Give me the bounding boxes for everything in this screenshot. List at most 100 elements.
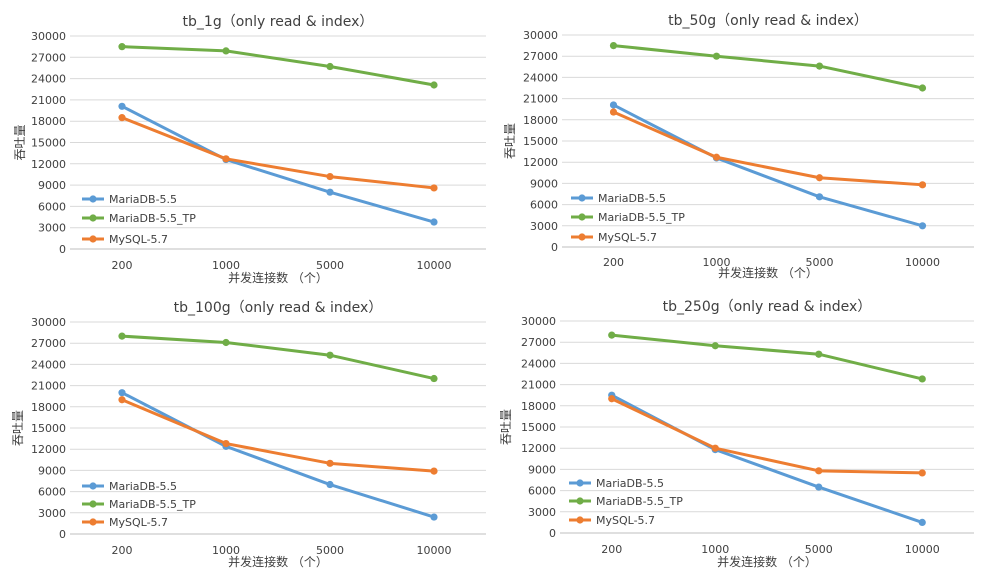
tb-50g-legend-label: MariaDB-5.5 xyxy=(598,192,666,205)
tb-250g-legend-label: MariaDB-5.5 xyxy=(596,477,664,490)
tb-100g-x-tick-label: 200 xyxy=(112,544,133,557)
tb-100g-y-tick-label: 27000 xyxy=(31,337,66,350)
tb-250g-legend-marker xyxy=(576,516,584,524)
tb-50g-y-tick-label: 15000 xyxy=(523,135,558,148)
tb-250g-y-tick-label: 3000 xyxy=(528,506,556,519)
tb-100g-y-tick-label: 18000 xyxy=(31,401,66,414)
tb-250g-data-point xyxy=(608,395,616,403)
tb-100g-legend-label: MariaDB-5.5_TP xyxy=(109,498,196,511)
tb-1g-x-tick-label: 10000 xyxy=(417,259,452,272)
tb-50g-legend-marker xyxy=(578,233,586,241)
tb-100g-data-point xyxy=(326,351,334,359)
tb-250g-y-tick-label: 18000 xyxy=(521,400,556,413)
tb-1g-data-point xyxy=(118,114,126,122)
tb-100g-y-tick-label: 3000 xyxy=(38,507,66,520)
tb-1g-legend-label: MariaDB-5.5_TP xyxy=(109,212,196,225)
tb-250g-chart-title: tb_250g（only read & index） xyxy=(663,299,872,315)
tb-50g-x-tick-label: 200 xyxy=(603,256,624,269)
tb-50g-y-tick-label: 18000 xyxy=(523,114,558,127)
tb-250g-data-point xyxy=(815,350,823,358)
tb-100g-y-tick-label: 9000 xyxy=(38,464,66,477)
tb-250g-y-tick-label: 30000 xyxy=(521,315,556,328)
tb-100g-y-axis-label: 吞吐量 xyxy=(11,410,25,446)
tb-250g-y-tick-label: 12000 xyxy=(521,442,556,455)
tb-1g-data-point xyxy=(222,155,230,163)
tb-1g-chart-title: tb_1g（only read & index） xyxy=(183,14,374,30)
tb-1g-data-point xyxy=(118,43,126,51)
tb-250g-y-axis-label: 吞吐量 xyxy=(499,409,513,445)
tb-100g-y-tick-label: 0 xyxy=(59,528,66,541)
tb-100g-data-point xyxy=(326,480,334,489)
tb-1g-legend-marker xyxy=(89,235,97,243)
tb-100g-legend-marker xyxy=(89,500,97,508)
tb-250g-legend-marker xyxy=(576,479,584,487)
tb-50g-y-tick-label: 3000 xyxy=(530,220,558,233)
tb-50g-legend-label: MariaDB-5.5_TP xyxy=(598,211,685,224)
tb-1g-data-point xyxy=(430,184,438,192)
tb-100g-data-point xyxy=(430,513,438,521)
tb-50g-legend-marker xyxy=(578,213,586,221)
tb-1g-y-tick-label: 12000 xyxy=(31,158,66,171)
tb-1g-data-point xyxy=(430,218,438,226)
tb-100g-series-line xyxy=(120,391,436,519)
tb-100g-data-point xyxy=(118,396,126,404)
tb-250g-data-point xyxy=(815,483,823,491)
tb-50g-data-point xyxy=(609,101,618,109)
tb-1g-x-axis-label: 并发连接数 （个） xyxy=(228,270,328,285)
tb-100g-x-tick-label: 1000 xyxy=(212,544,240,557)
tb-250g-y-tick-label: 21000 xyxy=(521,379,556,392)
tb-100g-x-axis-label: 并发连接数 （个） xyxy=(228,554,328,569)
tb-1g-data-point xyxy=(326,172,334,181)
tb-50g-y-tick-label: 9000 xyxy=(530,177,558,190)
tb-50g-data-point xyxy=(815,62,824,70)
tb-50g-data-point xyxy=(918,181,927,189)
tb-50g-data-point xyxy=(609,108,618,116)
tb-50g-x-axis-label: 并发连接数 （个） xyxy=(718,265,818,280)
tb-250g-y-tick-label: 24000 xyxy=(521,357,556,370)
tb-50g-data-point xyxy=(815,174,824,182)
tb-50g-x-tick-label: 5000 xyxy=(806,256,834,269)
tb-1g-data-point xyxy=(326,188,334,196)
tb-1g-y-tick-label: 24000 xyxy=(31,73,66,86)
tb-1g-y-tick-label: 3000 xyxy=(38,222,66,235)
tb-1g-y-tick-label: 9000 xyxy=(38,179,66,192)
tb-50g-data-point xyxy=(918,84,927,92)
tb-250g-x-axis-label: 并发连接数 （个） xyxy=(717,554,817,569)
tb-1g-legend-label: MySQL-5.7 xyxy=(109,233,168,246)
tb-1g-data-point xyxy=(430,81,438,89)
tb-50g-y-tick-label: 27000 xyxy=(523,50,558,63)
tb-250g-data-point xyxy=(815,467,823,475)
tb-1g-y-tick-label: 21000 xyxy=(31,94,66,107)
tb-100g-y-tick-label: 6000 xyxy=(38,486,66,499)
tb-50g-x-tick-label: 1000 xyxy=(703,256,731,269)
tb-1g-x-tick-label: 200 xyxy=(112,259,133,272)
tb-100g-y-tick-label: 12000 xyxy=(31,443,66,456)
tb-100g-legend-label: MariaDB-5.5 xyxy=(109,480,177,493)
tb-100g-legend-marker xyxy=(89,518,97,526)
tb-250g-data-point xyxy=(711,342,719,350)
tb-50g-y-tick-label: 30000 xyxy=(523,29,558,42)
tb-100g-y-tick-label: 24000 xyxy=(31,358,66,371)
tb-100g-series-line xyxy=(120,398,436,473)
tb-100g-x-tick-label: 10000 xyxy=(417,544,452,557)
tb-50g-legend-label: MySQL-5.7 xyxy=(598,231,657,244)
tb-1g-legend-label: MariaDB-5.5 xyxy=(109,193,177,206)
tb-1g-y-tick-label: 0 xyxy=(59,243,66,256)
tb-100g-data-point xyxy=(430,467,438,475)
tb-50g-data-point xyxy=(712,153,721,161)
tb-1g-y-tick-label: 30000 xyxy=(31,30,66,43)
tb-50g-y-axis-label: 吞吐量 xyxy=(503,123,517,159)
tb-100g-y-tick-label: 21000 xyxy=(31,380,66,393)
tb-50g-chart-title: tb_50g（only read & index） xyxy=(668,13,868,29)
tb-50g-y-tick-label: 24000 xyxy=(523,71,558,84)
tb-250g-data-point xyxy=(918,375,926,383)
tb-100g-data-point xyxy=(430,374,438,383)
tb-1g-data-point xyxy=(326,62,334,71)
tb-250g-y-tick-label: 9000 xyxy=(528,463,556,476)
tb-1g-legend-marker xyxy=(89,214,97,222)
tb-250g-x-tick-label: 5000 xyxy=(805,543,833,556)
tb-100g-chart-title: tb_100g（only read & index） xyxy=(174,300,383,316)
tb-250g-legend-label: MariaDB-5.5_TP xyxy=(596,495,683,508)
tb-50g-y-tick-label: 6000 xyxy=(530,199,558,212)
